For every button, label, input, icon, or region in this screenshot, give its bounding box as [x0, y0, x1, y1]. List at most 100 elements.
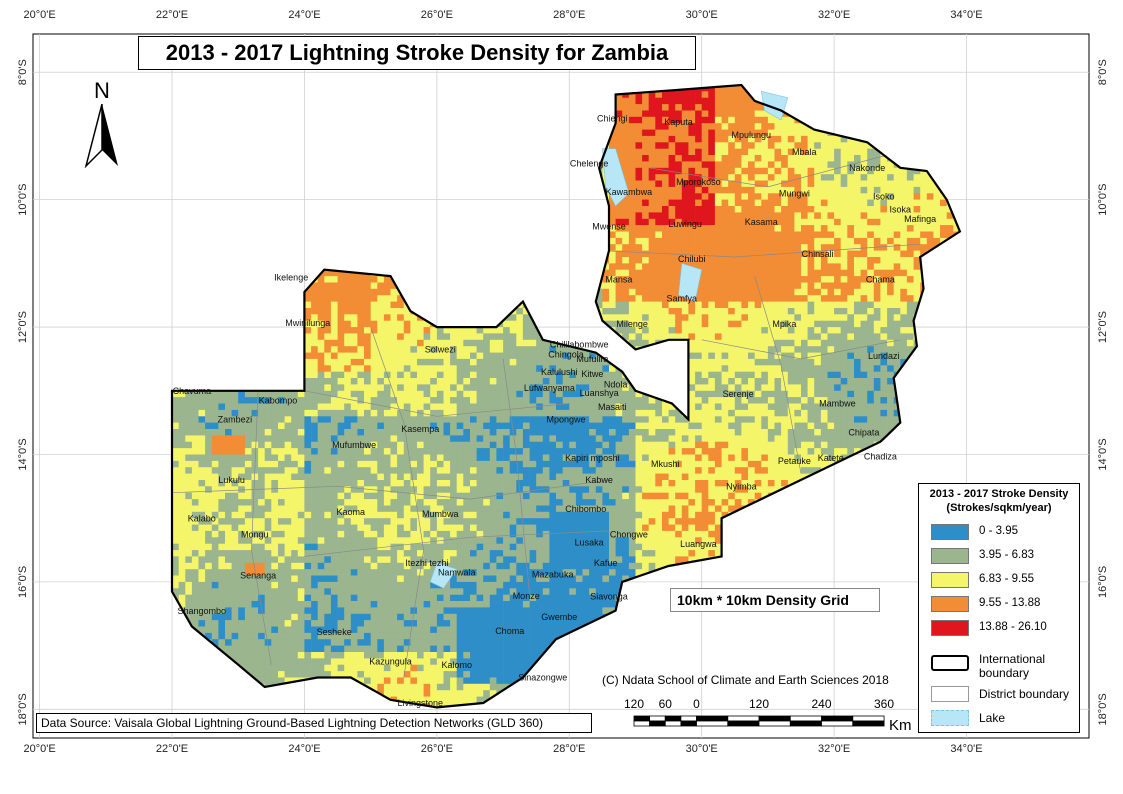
density-cell [244, 550, 252, 557]
density-cell [476, 467, 484, 474]
density-cell [463, 333, 471, 341]
density-cell [390, 683, 398, 691]
density-cell [244, 607, 252, 615]
density-cell [330, 658, 338, 666]
density-cell [403, 486, 411, 494]
density-cell [258, 677, 266, 685]
density-cell [423, 613, 431, 621]
density-cell [403, 435, 411, 443]
density-cell [357, 422, 365, 430]
density-cell [185, 480, 193, 487]
density-cell [244, 543, 252, 551]
density-cell [258, 403, 266, 411]
density-cell [185, 409, 193, 417]
density-cell [417, 518, 424, 525]
density-cell [278, 473, 285, 481]
density-cell [337, 581, 345, 589]
density-cell [324, 594, 332, 602]
density-cell [185, 575, 193, 583]
density-cell [324, 607, 332, 615]
density-cell [317, 486, 325, 494]
density-cell [251, 524, 259, 532]
density-cell [397, 435, 405, 443]
density-cell [390, 409, 398, 417]
density-cell [364, 550, 371, 557]
density-cell [324, 467, 332, 474]
density-cell [410, 537, 418, 545]
density-cell [489, 505, 497, 513]
density-cell [271, 454, 279, 462]
density-cell [476, 632, 484, 640]
density-cell [297, 530, 305, 538]
density-cell [383, 537, 391, 545]
density-cell [330, 499, 338, 506]
density-cell [423, 537, 431, 545]
density-cell [430, 683, 438, 691]
density-cell [317, 569, 325, 576]
density-cell [417, 645, 424, 653]
density-cell [357, 607, 365, 615]
density-cell [443, 429, 451, 436]
density-cell [304, 652, 312, 659]
density-cell [344, 601, 352, 608]
density-cell [238, 613, 246, 621]
density-cell [430, 677, 438, 685]
density-cell [238, 556, 246, 564]
density-cell [191, 562, 199, 570]
density-cell [185, 511, 193, 519]
density-cell [489, 409, 497, 417]
density-cell [470, 448, 477, 455]
density-cell [317, 492, 325, 500]
density-cell [178, 581, 186, 589]
density-cell [324, 314, 332, 322]
density-cell [383, 575, 391, 583]
density-cell [450, 473, 458, 481]
density-cell [403, 543, 411, 551]
density-cell [470, 486, 477, 494]
density-cell [337, 530, 345, 538]
density-cell [244, 467, 252, 474]
density-cell [423, 339, 431, 347]
density-cell [397, 365, 405, 373]
density-cell [390, 626, 398, 634]
density-cell [172, 416, 179, 424]
density-cell [443, 518, 451, 525]
density-cell [311, 537, 319, 545]
density-cell [397, 677, 405, 685]
density-cell [271, 409, 279, 417]
density-cell [430, 333, 438, 341]
density-cell [403, 327, 411, 334]
density-cell [357, 588, 365, 596]
density-cell [271, 505, 279, 513]
density-cell [450, 620, 458, 627]
density-cell [350, 435, 358, 443]
density-cell [238, 537, 246, 545]
density-cell [403, 569, 411, 576]
density-cell [456, 530, 464, 538]
density-cell [172, 429, 179, 436]
density-cell [350, 543, 358, 551]
density-cell [231, 416, 239, 424]
density-cell [238, 575, 246, 583]
density-cell [205, 448, 213, 455]
density-cell [476, 397, 484, 404]
density-cell [417, 639, 424, 646]
density-cell [370, 480, 378, 487]
density-cell [476, 537, 484, 545]
density-cell [410, 543, 418, 551]
density-cell [278, 511, 285, 519]
density-cell [423, 416, 431, 424]
density-cell [430, 390, 438, 398]
density-cell [218, 511, 226, 519]
density-cell [205, 460, 213, 468]
density-cell [397, 492, 405, 500]
density-cell [483, 683, 491, 691]
density-cell [330, 288, 338, 296]
density-cell [350, 658, 358, 666]
density-cell [403, 639, 411, 646]
density-cell [317, 613, 325, 621]
density-cell [251, 441, 259, 449]
density-cell [436, 645, 444, 653]
density-cell [383, 422, 391, 430]
density-cell [357, 308, 365, 315]
